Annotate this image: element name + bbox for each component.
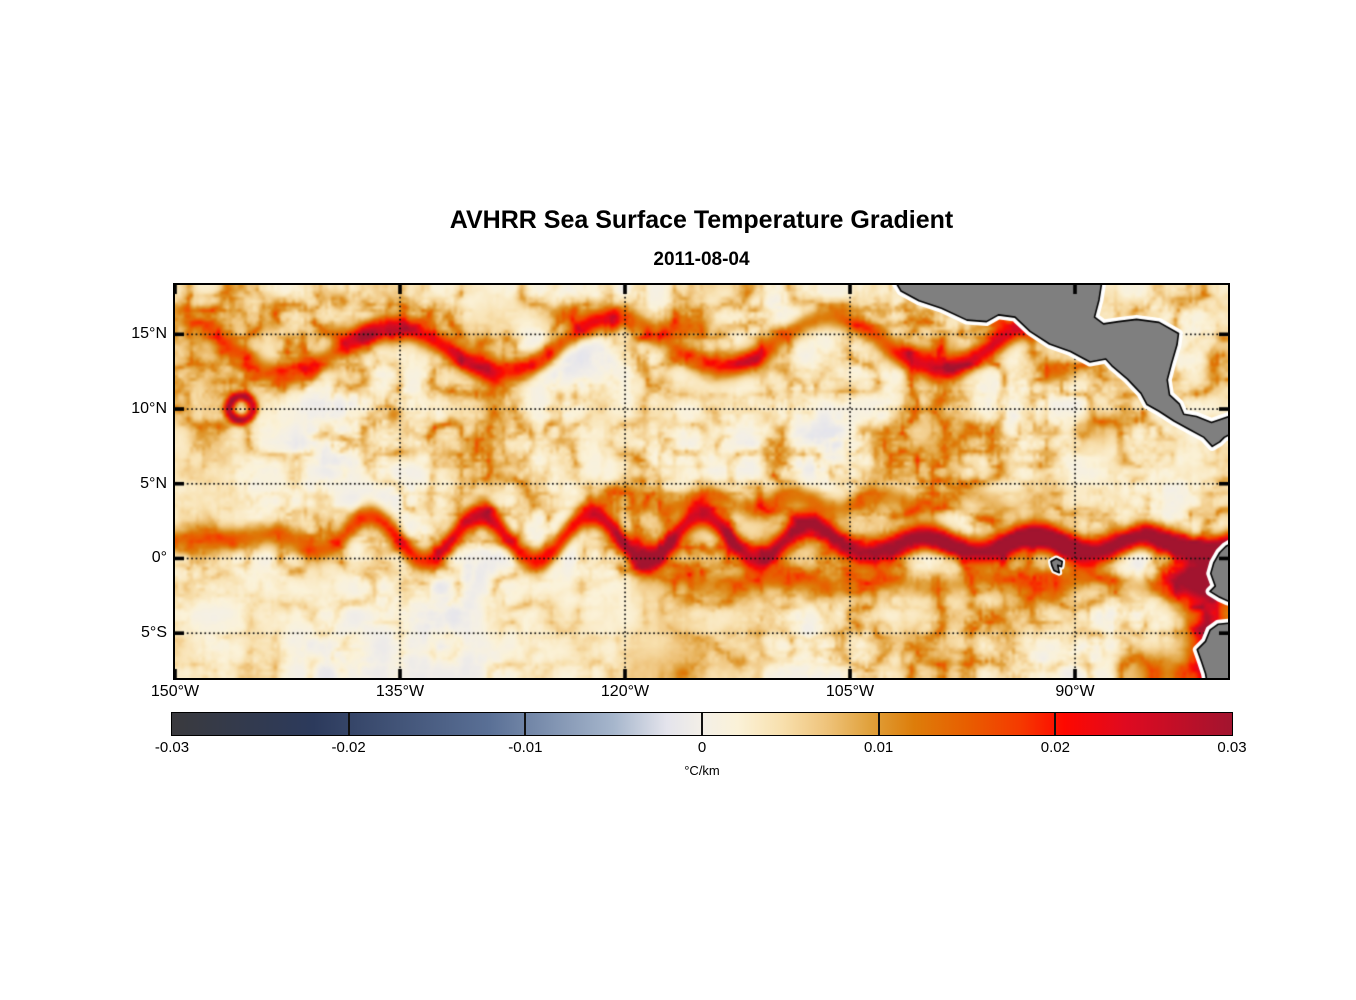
- y-tick-label-15n: 15°N: [131, 325, 167, 343]
- colorbar-tick-mark: [1054, 713, 1057, 735]
- colorbar-tick-mark: [524, 713, 527, 735]
- y-tick-label-5s: 5°S: [141, 624, 167, 642]
- colorbar-unit-label: °C/km: [684, 763, 720, 778]
- x-tick-label-150w: 150°W: [150, 683, 200, 700]
- y-tick-label-0: 0°: [151, 549, 167, 567]
- x-tick-label-135w: 135°W: [375, 683, 425, 700]
- colorbar-gradient: [172, 713, 1232, 735]
- colorbar-tick-label: -0.03: [154, 739, 190, 756]
- x-tick-label-120w: 120°W: [600, 683, 650, 700]
- y-tick-label-10n: 10°N: [131, 400, 167, 418]
- chart-title: AVHRR Sea Surface Temperature Gradient: [449, 206, 954, 234]
- map-axes: [173, 283, 1230, 680]
- colorbar-tick-mark: [701, 713, 703, 735]
- colorbar-tick-label: 0.02: [1040, 739, 1070, 756]
- colorbar-tick-label: 0: [697, 739, 707, 756]
- x-tick-label-90w: 90°W: [1055, 683, 1095, 700]
- sst-gradient-heatmap-canvas: [175, 285, 1228, 678]
- colorbar: [171, 712, 1233, 736]
- colorbar-tick-mark: [347, 713, 350, 735]
- y-tick-label-5n: 5°N: [140, 474, 167, 492]
- colorbar-tick-mark: [877, 713, 880, 735]
- colorbar-tick-label: 0.01: [864, 739, 894, 756]
- colorbar-tick-label: 0.03: [1217, 739, 1247, 756]
- chart-date-subtitle: 2011-08-04: [653, 249, 750, 270]
- colorbar-tick-label: -0.02: [331, 739, 366, 756]
- colorbar-tick-label: -0.01: [508, 739, 543, 756]
- x-tick-label-105w: 105°W: [825, 683, 875, 700]
